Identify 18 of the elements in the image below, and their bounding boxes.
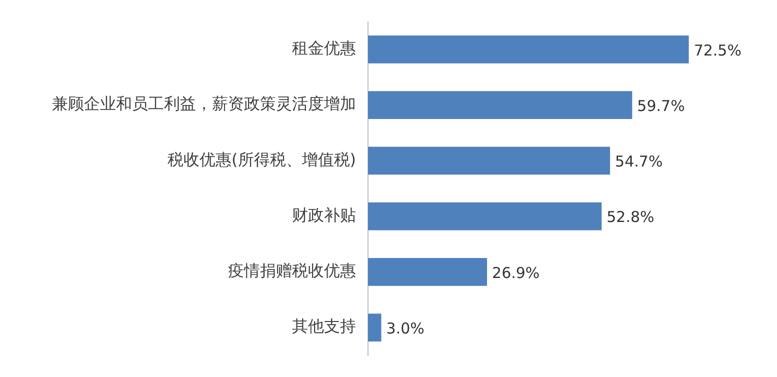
bar bbox=[368, 36, 689, 64]
data-label: 3.0% bbox=[386, 319, 424, 338]
bar bbox=[368, 91, 632, 119]
y-tick-label: 兼顾企业和员工利益，薪资政策灵活度增加 bbox=[52, 94, 356, 114]
bar bbox=[368, 258, 488, 286]
y-tick-label: 租金优惠 bbox=[292, 38, 356, 58]
data-label: 52.8% bbox=[606, 208, 654, 226]
y-tick-label: 其他支持 bbox=[292, 316, 356, 336]
y-tick-label: 税收优惠(所得税、增值税) bbox=[168, 150, 356, 169]
bar bbox=[368, 202, 602, 230]
data-label: 54.7% bbox=[615, 152, 663, 171]
y-tick-label: 疫情捐赠税收优惠 bbox=[228, 261, 356, 280]
y-tick-label: 财政补贴 bbox=[292, 205, 356, 224]
bar bbox=[368, 314, 382, 342]
data-label: 72.5% bbox=[694, 41, 742, 60]
data-label: 26.9% bbox=[492, 264, 540, 282]
data-label: 59.7% bbox=[637, 96, 685, 115]
bar bbox=[368, 146, 610, 175]
